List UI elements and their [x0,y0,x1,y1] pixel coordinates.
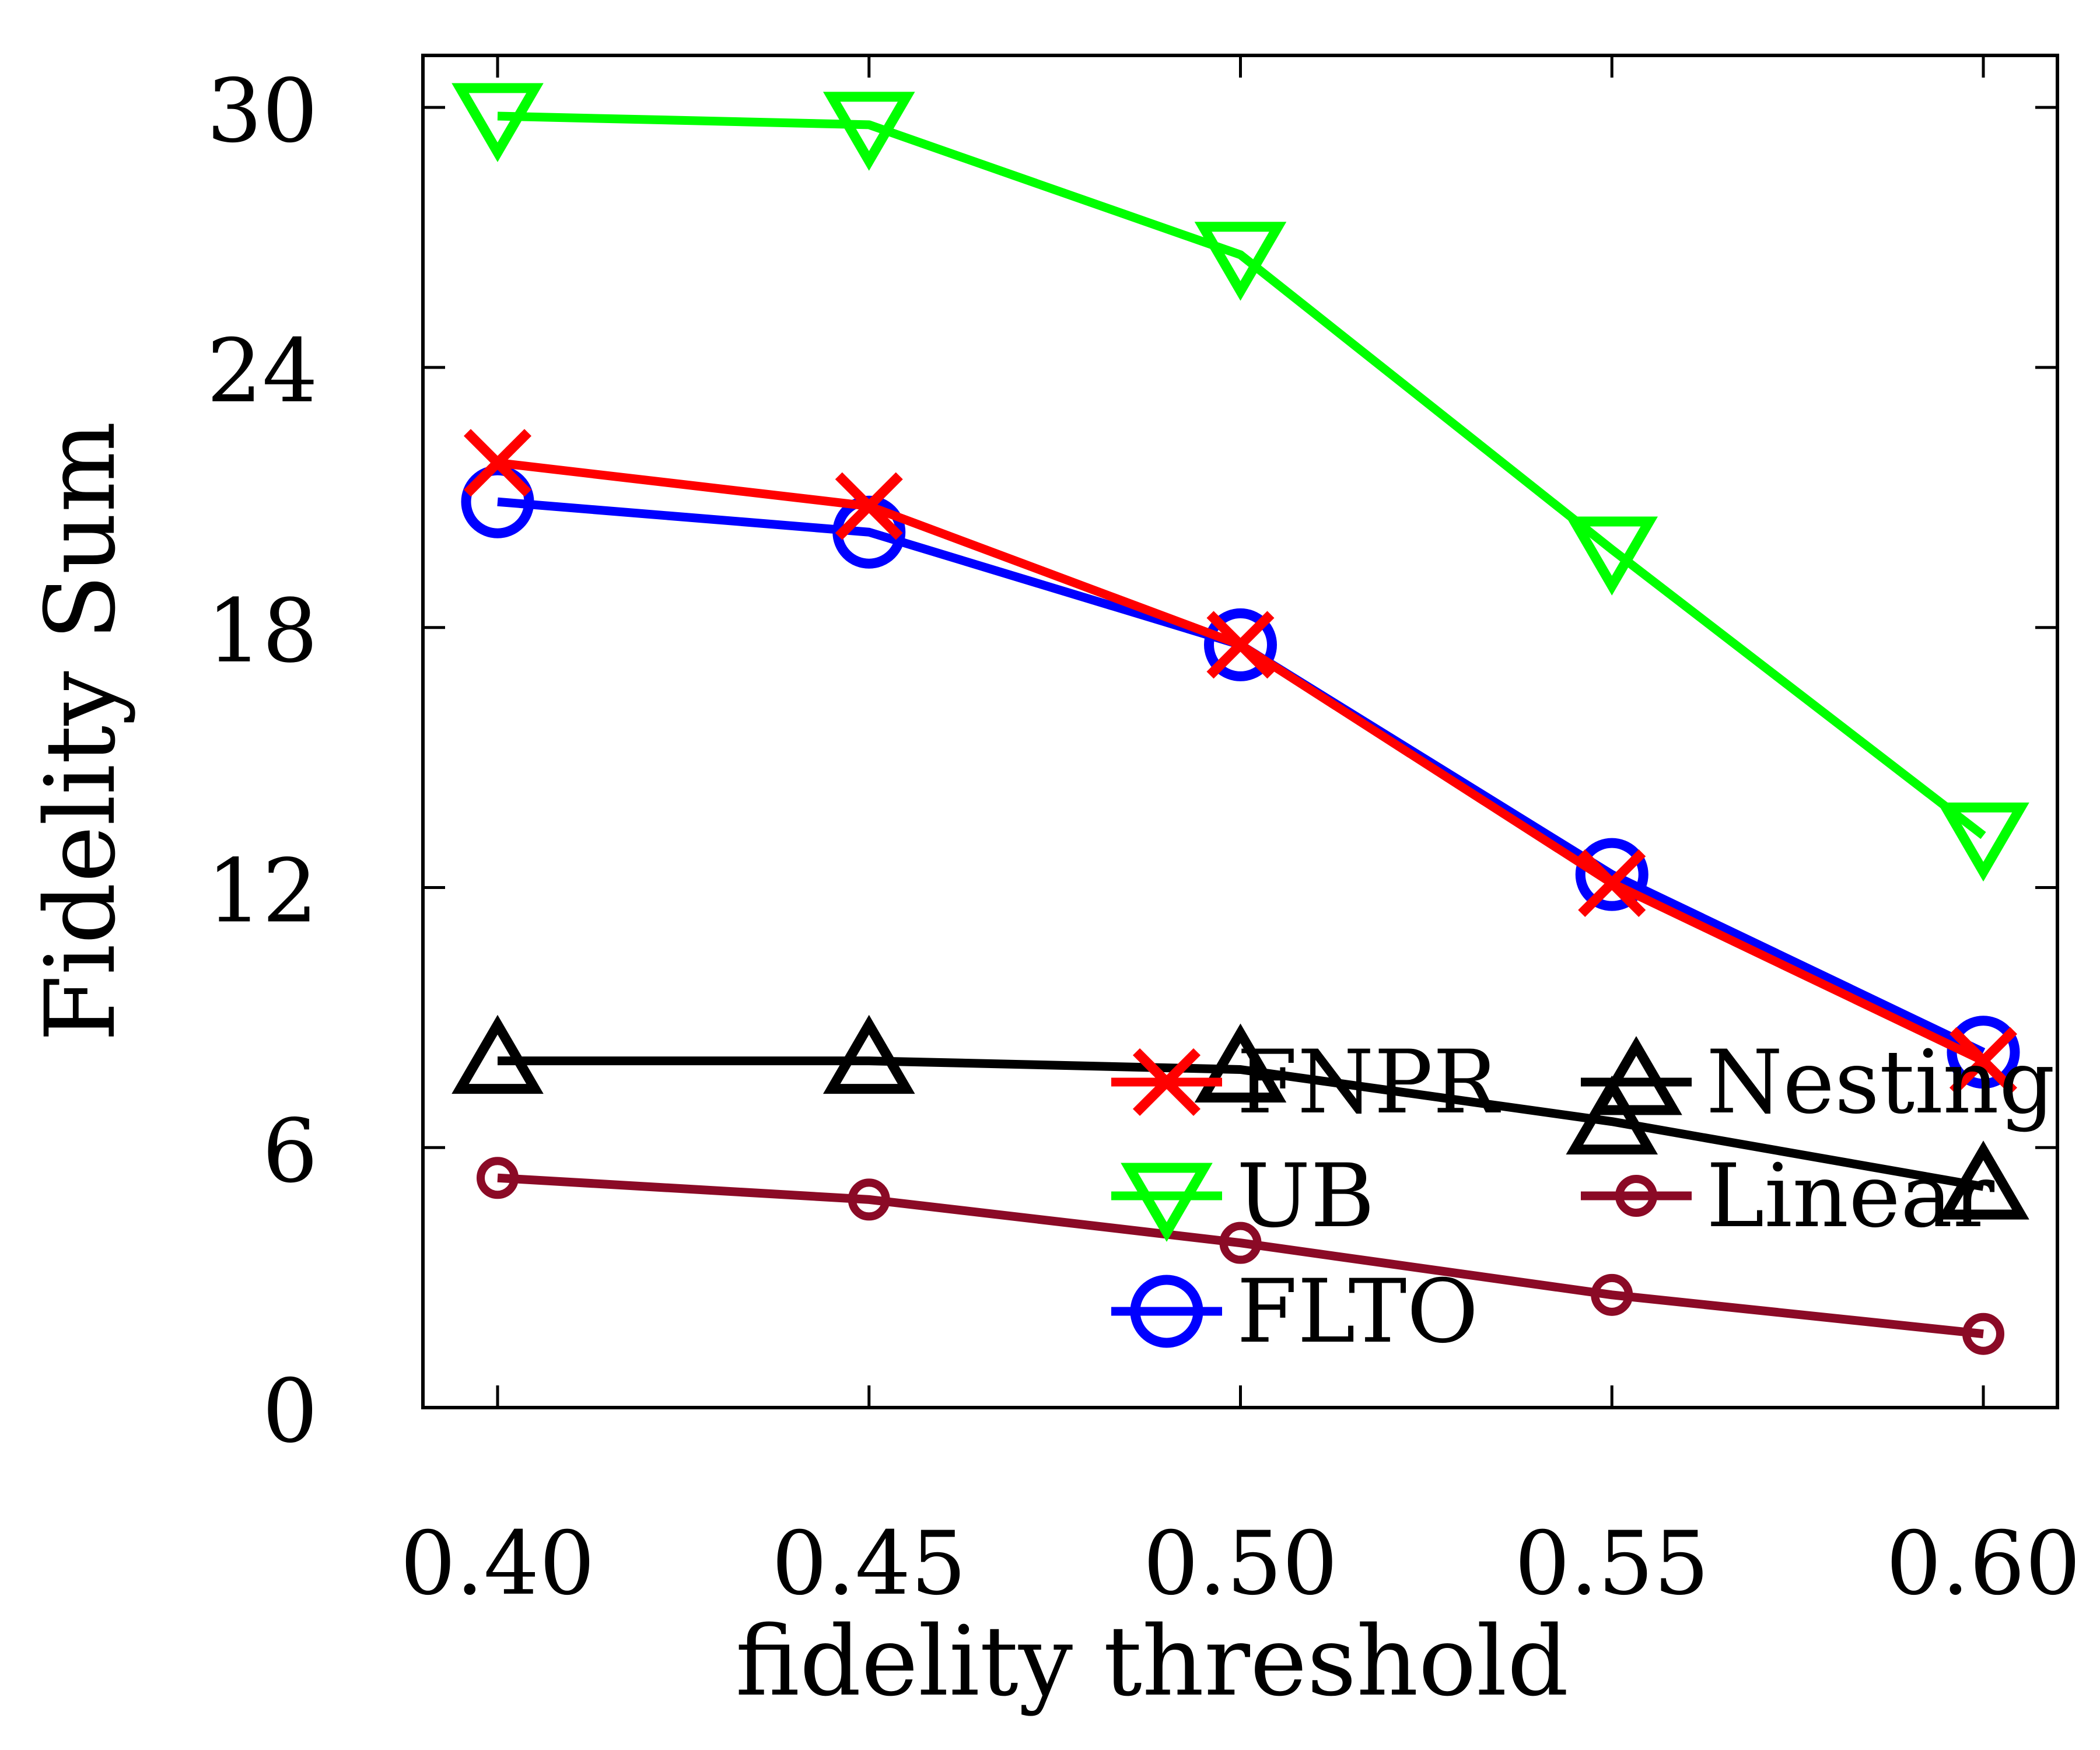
axis-ticks: 0.40 0.45 0.50 0.55 0.60 0 6 12 18 24 30 [206,55,2081,1615]
legend-label-flto: FLTO [1237,1261,1478,1363]
x-tick-label: 0.60 [1886,1513,2081,1615]
data-point-ub [822,92,915,171]
data-point-nesting [1194,1023,1287,1102]
series-line-fnpr [497,458,1986,1065]
data-point-linear [1591,1273,1633,1316]
series-line-ub [497,111,1986,839]
data-point-fnpr [835,472,903,540]
y-tick-label: 18 [206,581,318,682]
y-tick-label: 0 [262,1361,318,1462]
x-tick-label: 0.45 [772,1513,967,1615]
data-marks [452,83,2029,1355]
data-point-fnpr [1206,611,1275,679]
y-tick-label: 30 [206,61,318,162]
legend-marker-flto [1130,1275,1203,1348]
data-point-fnpr [1949,1027,2018,1095]
data-point-nesting [1937,1140,2029,1220]
x-tick-label: 0.55 [1514,1513,1709,1615]
series-line-flto [497,497,1986,1056]
x-axis-label: fidelity threshold [736,1605,1569,1717]
data-point-ub [1194,222,1287,301]
data-point-fnpr [1578,849,1646,918]
data-point-linear [1219,1222,1262,1264]
data-point-flto [461,465,534,538]
data-point-flto [1947,1016,2020,1089]
x-tick-label: 0.50 [1143,1513,1338,1615]
legend-label-fnpr: FNPR [1237,1032,1501,1133]
legend-marker-nesting [1590,1036,1682,1115]
series-line-nesting [498,1056,1985,1191]
data-point-flto [1204,608,1277,681]
data-point-nesting [1566,1075,1658,1155]
data-point-linear [848,1178,890,1221]
legend-label-linear: Linear [1706,1146,1994,1247]
data-point-nesting [452,1014,544,1094]
legend-marker-fnpr [1132,1048,1201,1116]
data-point-flto [1575,838,1648,911]
legend-label-nesting: Nesting [1706,1032,2055,1133]
x-tick-label: 0.40 [400,1513,595,1615]
legend: FNPR Nesting UB Linear FLTO [1111,1032,2055,1363]
data-point-ub [1937,802,2029,882]
data-point-linear [1962,1312,2004,1355]
legend-label-ub: UB [1237,1146,1375,1247]
legend-marker-ub [1121,1163,1213,1242]
y-tick-label: 24 [206,321,318,422]
y-tick-label: 12 [206,841,318,942]
y-axis-label: Fidelity Sum [24,421,136,1042]
y-tick-label: 6 [262,1101,318,1202]
data-point-linear [477,1157,519,1199]
legend-marker-linear [1615,1175,1657,1217]
data-point-ub [452,83,544,162]
series-line-linear [497,1173,1984,1339]
data-point-ub [1566,516,1658,596]
data-point-fnpr [463,429,532,497]
data-point-nesting [822,1014,915,1094]
